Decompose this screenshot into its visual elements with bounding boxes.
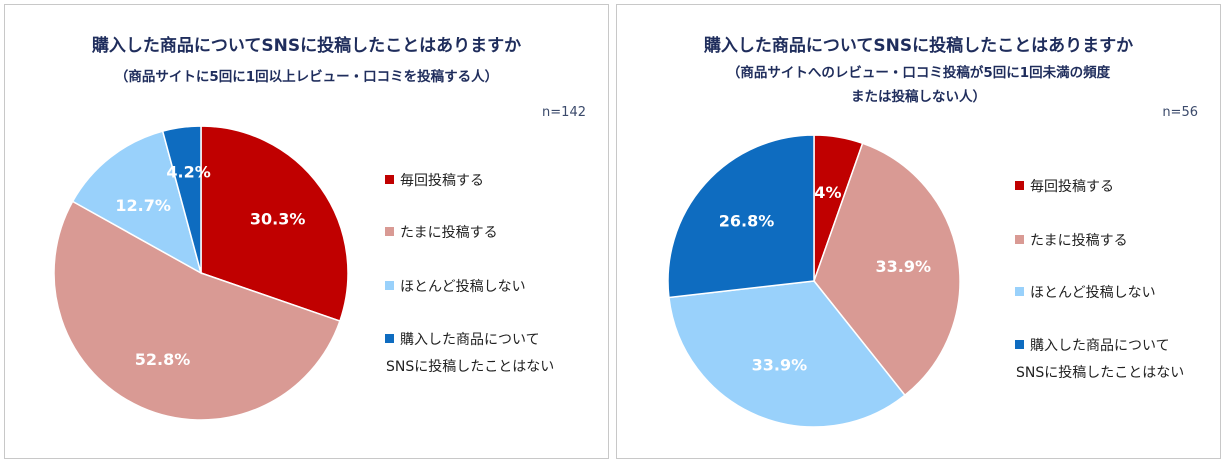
pie-chart: 5.4%33.9%33.9%26.8% xyxy=(667,134,961,428)
pie-data-label: 33.9% xyxy=(752,356,808,375)
pie-slice xyxy=(667,134,815,299)
legend-item: 購入した商品について xyxy=(385,327,540,353)
chart-title: 購入した商品についてSNSに投稿したことはありますか xyxy=(91,36,522,56)
legend-item: たまに投稿する xyxy=(1015,228,1128,254)
legend-label: たまに投稿する xyxy=(1030,233,1128,249)
chart-panel-left: 購入した商品についてSNSに投稿したことはありますか （商品サイトに5回に1回以… xyxy=(4,4,609,459)
pie-slice xyxy=(53,200,341,421)
pie-data-label: 30.3% xyxy=(250,209,306,228)
chart-panel-right: 購入した商品についてSNSに投稿したことはありますか （商品サイトへのレビュー・… xyxy=(616,4,1221,459)
pie-slice xyxy=(200,125,349,323)
chart-subtitle-line1: （商品サイトへのレビュー・口コミ投稿が5回に1回未満の頻度 xyxy=(726,65,1111,81)
legend-item: ほとんど投稿しない xyxy=(1015,280,1156,306)
pie-data-label: 52.8% xyxy=(135,350,191,369)
pie-data-label: 12.7% xyxy=(115,196,171,215)
legend-swatch xyxy=(385,334,394,343)
legend-label: たまに投稿する xyxy=(400,225,498,241)
chart-subtitle-line2: または投稿しない人） xyxy=(851,89,986,105)
legend-swatch xyxy=(1015,340,1024,349)
legend-swatch xyxy=(385,175,394,184)
legend-item: 毎回投稿する xyxy=(1015,174,1114,200)
legend-label-continued: SNSに投稿したことはない xyxy=(386,359,555,375)
legend-label: 毎回投稿する xyxy=(1030,179,1114,195)
legend-swatch xyxy=(1015,235,1024,244)
pie-data-label: 26.8% xyxy=(719,212,775,231)
legend-swatch xyxy=(385,227,394,236)
pie-slice xyxy=(668,280,906,428)
legend-item: たまに投稿する xyxy=(385,220,498,246)
legend-label: ほとんど投稿しない xyxy=(1030,285,1156,301)
legend-swatch xyxy=(1015,181,1024,190)
chart-subtitle: （商品サイトに5回に1回以上レビュー・口コミを投稿する人） xyxy=(114,69,499,85)
legend-label: 毎回投稿する xyxy=(400,173,484,189)
pie-slice xyxy=(71,130,203,275)
pie-data-label: 4.2% xyxy=(166,163,210,182)
pie-slice xyxy=(161,125,202,274)
pie-slice xyxy=(813,142,961,397)
chart-title: 購入した商品についてSNSに投稿したことはありますか xyxy=(703,36,1134,56)
pie-data-label: 33.9% xyxy=(876,257,932,276)
legend-label: ほとんど投稿しない xyxy=(400,279,526,295)
legend-item: 購入した商品について xyxy=(1015,333,1170,359)
legend-swatch xyxy=(1015,287,1024,296)
legend-swatch xyxy=(385,281,394,290)
legend-item: 毎回投稿する xyxy=(385,168,484,194)
sample-size-label: n=142 xyxy=(542,105,586,120)
legend-label: 購入した商品について xyxy=(400,332,540,348)
pie-chart: 30.3% 52.8% 12.7% 4.2% xyxy=(53,125,349,421)
legend-label: 購入した商品について xyxy=(1030,338,1170,354)
sample-size-label: n=56 xyxy=(1162,105,1198,120)
legend-item: ほとんど投稿しない xyxy=(385,274,526,300)
legend-label-continued: SNSに投稿したことはない xyxy=(1016,365,1185,381)
